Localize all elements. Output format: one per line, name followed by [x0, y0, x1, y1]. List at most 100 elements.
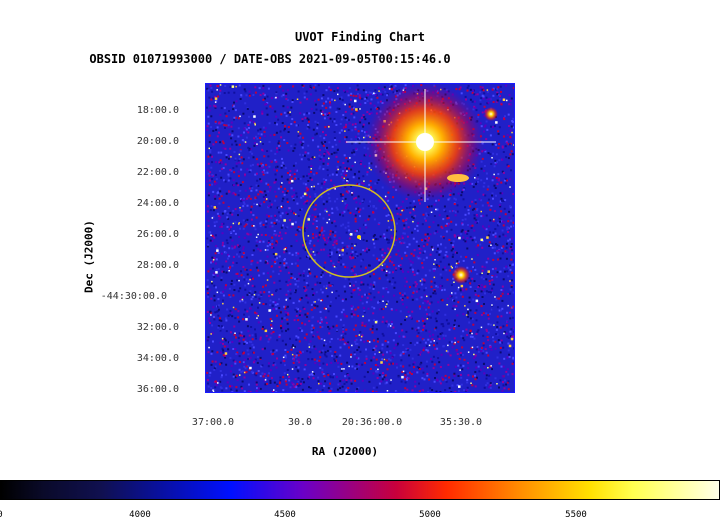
star-point — [314, 301, 316, 303]
star-point — [282, 356, 285, 359]
star-point — [337, 168, 339, 171]
star-point — [239, 207, 241, 209]
colorbar — [0, 480, 720, 500]
star-point — [323, 339, 326, 342]
star-point — [257, 315, 259, 317]
star-point — [355, 108, 358, 111]
star-point — [328, 126, 330, 128]
star-point — [346, 180, 348, 182]
star-point — [216, 89, 218, 91]
star-point — [490, 365, 492, 367]
star-point — [295, 213, 297, 216]
star-point — [513, 144, 514, 146]
star-point — [494, 296, 496, 298]
star-point — [213, 206, 217, 209]
star-point — [211, 217, 214, 219]
star-point — [337, 93, 339, 96]
star-point — [363, 136, 365, 139]
dec-tick-label: 18:00.0 — [136, 105, 179, 116]
star-point — [378, 351, 381, 353]
star-point — [221, 337, 224, 340]
star-point — [249, 366, 252, 370]
colorbar-tick-label: 0 — [0, 510, 30, 520]
star-point — [266, 198, 268, 200]
star-point — [383, 358, 386, 361]
star-point — [471, 346, 474, 349]
star-point — [405, 316, 408, 318]
star-point — [281, 182, 283, 184]
star-point — [454, 341, 456, 344]
star-point — [343, 177, 345, 180]
star-point — [232, 222, 235, 225]
star-point — [493, 218, 495, 221]
star-point — [458, 385, 461, 388]
star-point — [350, 356, 352, 358]
star-point — [308, 268, 310, 271]
star-point — [363, 180, 365, 182]
star-point — [256, 143, 258, 145]
star-point — [433, 276, 436, 279]
star-point — [473, 353, 475, 356]
star-point — [307, 218, 310, 221]
star-point — [464, 305, 466, 307]
star-point — [475, 299, 479, 303]
star-point — [208, 147, 210, 150]
star-point — [453, 281, 455, 283]
bright-star-core — [416, 133, 434, 151]
star-point — [253, 225, 255, 227]
star-point — [232, 306, 235, 309]
star-point — [235, 85, 237, 88]
star-point — [465, 314, 468, 316]
star-point — [289, 111, 291, 113]
star-point — [368, 341, 371, 343]
star-point — [222, 302, 224, 305]
colorbar-tick-label: 4000 — [129, 510, 151, 520]
star-point — [271, 327, 273, 330]
star-point — [253, 294, 256, 296]
star-point — [312, 251, 315, 253]
star-point — [273, 389, 275, 391]
dec-tick-label: 34:00.0 — [136, 353, 179, 364]
star-point — [390, 379, 392, 381]
dec-tick-label: 36:00.0 — [136, 384, 179, 395]
star-point — [284, 248, 286, 250]
dec-tick-label: 26:00.0 — [136, 229, 179, 240]
star-point — [333, 266, 336, 268]
star-point — [258, 302, 261, 304]
star-point — [318, 382, 320, 385]
star-point — [290, 179, 294, 183]
star-point — [334, 99, 336, 102]
star-point — [511, 131, 513, 134]
star-point — [454, 308, 456, 311]
star-point — [354, 161, 356, 164]
star-point — [507, 304, 509, 307]
star-point — [459, 369, 461, 371]
star-point — [351, 344, 353, 347]
star-point — [435, 208, 437, 211]
star-point — [491, 157, 493, 159]
star-point — [341, 249, 344, 252]
star-point — [471, 332, 473, 335]
star-point — [238, 223, 240, 225]
star-point — [234, 332, 236, 334]
target-source — [357, 235, 361, 239]
star-point — [451, 292, 453, 294]
star-point — [502, 98, 506, 101]
star-point — [486, 89, 489, 91]
star-point — [510, 337, 514, 341]
colorbar-tick-label: 5000 — [419, 510, 441, 520]
star-point — [386, 390, 389, 392]
star-point — [412, 220, 414, 223]
star-point — [346, 170, 348, 172]
star-point — [264, 329, 268, 333]
star-point — [264, 249, 267, 251]
star-point — [368, 167, 371, 169]
star-point — [430, 211, 433, 213]
star-point — [285, 299, 287, 301]
star-point — [344, 130, 346, 132]
star-point — [291, 222, 294, 226]
star-point — [231, 85, 235, 88]
star-point — [455, 262, 458, 265]
star-point — [471, 258, 473, 260]
colorbar-tick-label: 5500 — [565, 510, 587, 520]
